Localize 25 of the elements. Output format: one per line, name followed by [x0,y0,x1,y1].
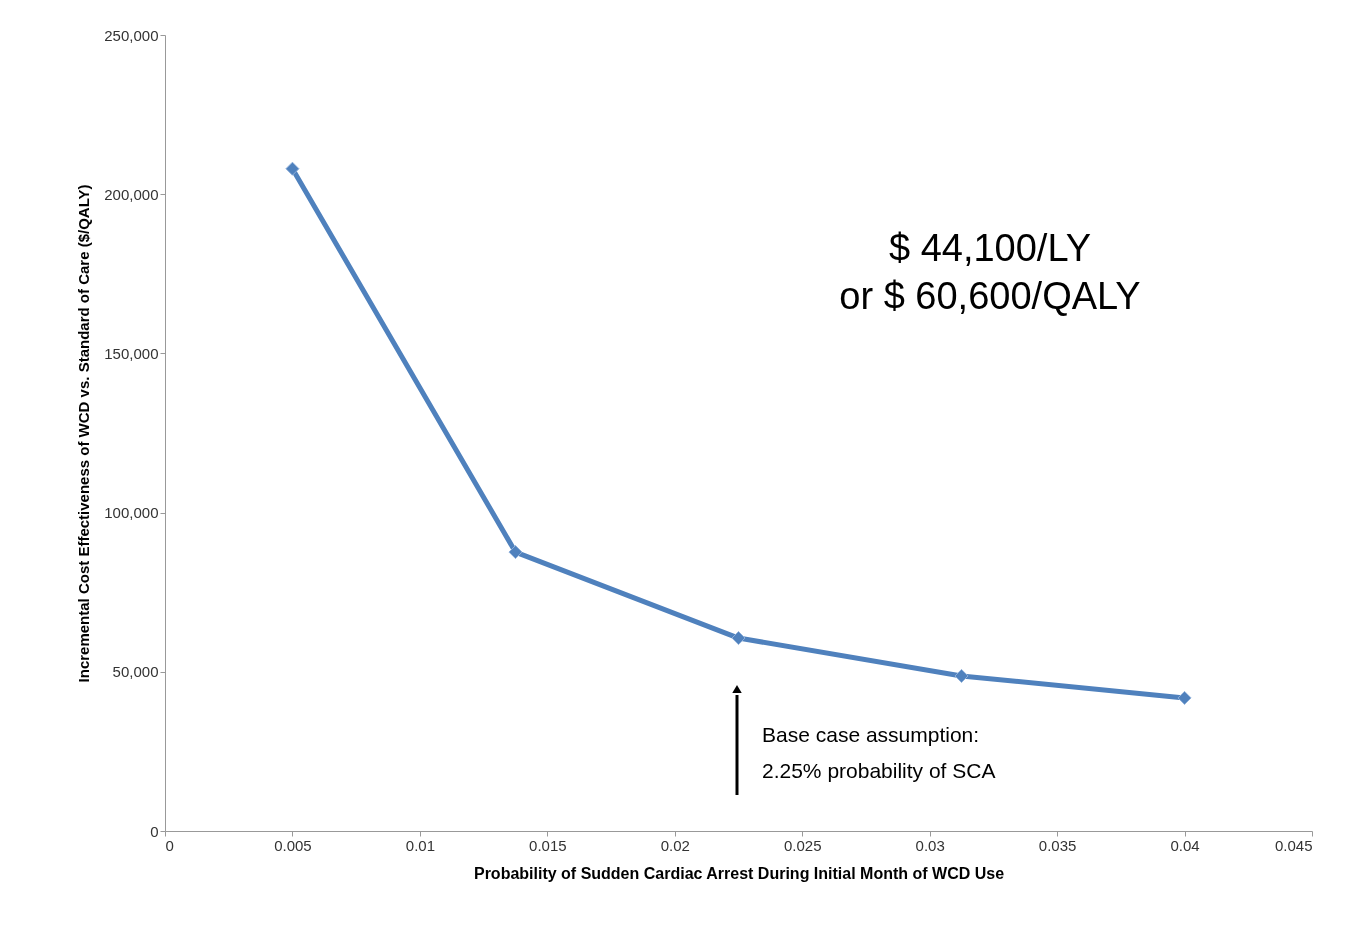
y-tick-label: 50,000 [112,663,159,681]
x-tick-label: 0 [165,836,174,854]
x-tick-label: 0.04 [1170,836,1200,854]
annotation: Base case assumption: 2.25% probability of SCA [762,723,996,782]
x-tick-label: 0.01 [405,836,435,854]
annotation: $ 44,100/LY or $ 60,600/QALY [839,227,1141,317]
point [508,545,523,560]
y-tick-label: 250,000 [104,26,159,44]
x-tick-label: 0.035 [1038,836,1077,854]
point [285,161,300,176]
x-tick-label: 0.03 [915,836,945,854]
y-tick-label: 150,000 [104,344,159,362]
point [954,668,969,683]
x-tick-label: 0.025 [783,836,822,854]
x-tick-label: 0.045 [1274,836,1313,854]
y-axis-title: Incremental Cost Effectiveness of WCD vs. Standard of Care ($/QALY) [75,184,93,683]
point [1177,690,1192,705]
point [731,631,746,646]
x-tick-label: 0.005 [274,836,312,854]
y-tick-label: 0 [150,822,159,840]
x-axis-title: Probability of Sudden Cardiac Arrest During Initial Month of WCD Use [473,864,1005,882]
x-tick-label: 0.015 [529,836,567,854]
x-tick-label: 0.02 [660,836,690,854]
y-tick-label: 200,000 [104,185,159,203]
y-tick-label: 100,000 [104,504,159,522]
